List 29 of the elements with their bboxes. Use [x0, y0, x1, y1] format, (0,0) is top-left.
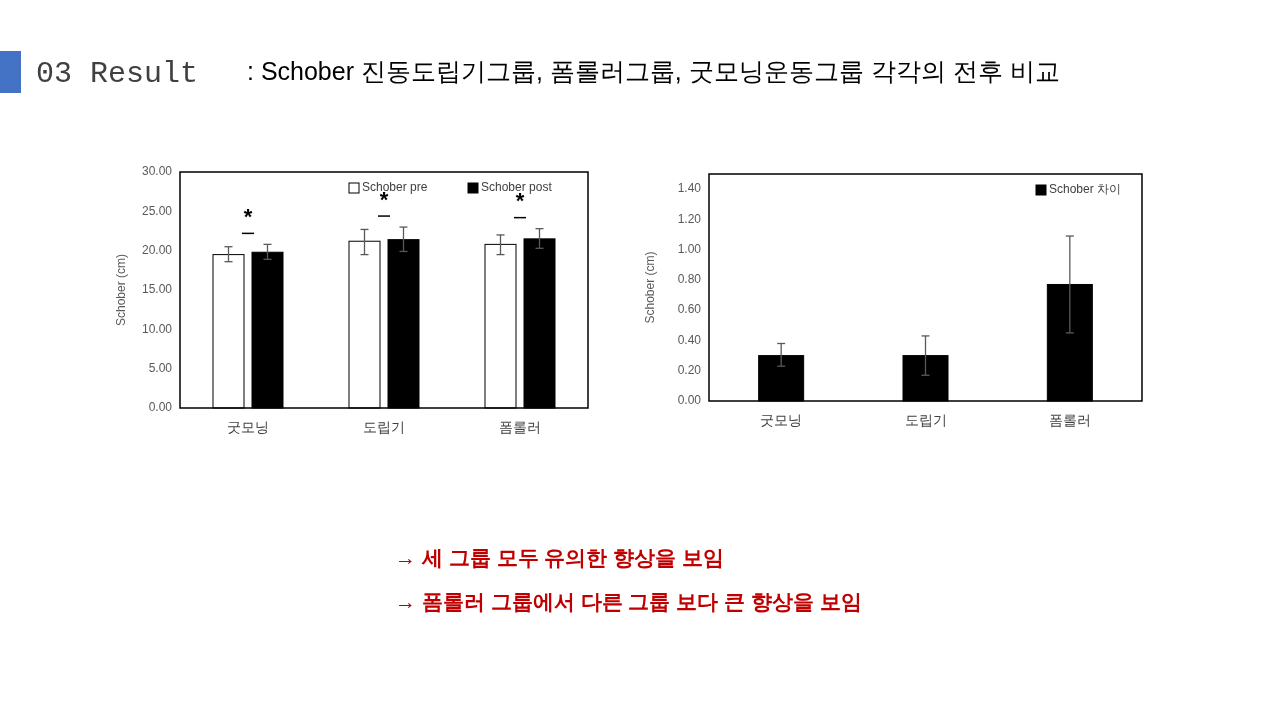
- x-tick-label: 굿모닝: [227, 419, 269, 435]
- text: → 폼롤러 그룹에서 다른 그룹 보다 큰 향상을 보임: [395, 590, 862, 613]
- y-tick-label: 15.00: [141, 282, 173, 297]
- y-tick-label: 0.20: [677, 362, 702, 377]
- y-tick-label: 30.00: [141, 164, 173, 179]
- y-tick-label: 0.00: [677, 393, 702, 408]
- y-tick-label: 0.40: [677, 332, 702, 347]
- y-axis-title: Schober (cm): [114, 253, 128, 327]
- x-tick-label: 굿모닝: [760, 412, 803, 428]
- y-tick-label: 25.00: [141, 203, 173, 218]
- y-tick-label: 0.80: [677, 272, 702, 287]
- y-tick-label: 0.00: [148, 400, 173, 415]
- y-tick-label: 1.00: [677, 241, 702, 256]
- y-tick-label: 20.00: [141, 242, 173, 257]
- text: : Schober 진동도립기그룹, 폼롤러그룹, 굿모닝운동그룹 각각의 전후 비교: [247, 57, 1060, 85]
- y-tick-label: 5.00: [148, 360, 173, 375]
- y-tick-label: 10.00: [141, 321, 173, 336]
- x-tick-label: 도립기: [363, 419, 405, 435]
- y-tick-label: 1.40: [677, 181, 702, 196]
- legend-label: Schober 차이: [1049, 182, 1122, 197]
- x-tick-label: 폼롤러: [1048, 412, 1091, 428]
- y-tick-label: 1.20: [677, 211, 702, 226]
- annotation: *: [243, 204, 253, 230]
- chart-title: 03 Result: [36, 57, 199, 91]
- y-tick-label: 0.60: [677, 302, 702, 317]
- x-tick-label: 폼롤러: [499, 419, 541, 435]
- x-tick-label: 도립기: [904, 412, 947, 428]
- y-axis-title: Schober (cm): [643, 251, 657, 324]
- text: → 세 그룹 모두 유의한 향상을 보임: [395, 546, 725, 569]
